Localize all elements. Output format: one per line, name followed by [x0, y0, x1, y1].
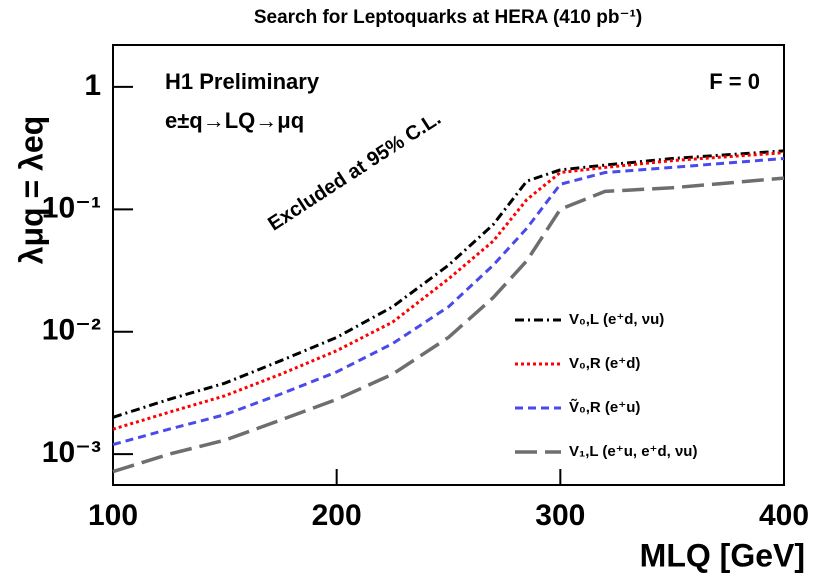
series-line: [112, 149, 785, 419]
legend-label: V₁,L (e⁺u, e⁺d, νu): [569, 443, 697, 460]
legend-label: V₀,R (e⁺d): [569, 355, 640, 372]
legend-label: Ṽ₀,R (e⁺u): [569, 398, 640, 416]
y-tick-label: 10⁻¹: [42, 191, 101, 224]
legend-label: V₀,L (e⁺d, νu): [569, 311, 664, 328]
series-line: [112, 157, 785, 446]
series-line: [112, 176, 785, 474]
y-axis-label: λμq = λeq: [13, 116, 49, 265]
y-tick-label: 10⁻²: [42, 314, 101, 347]
annotation: e±q→LQ→μq: [165, 108, 304, 133]
x-tick-label: 200: [312, 499, 362, 532]
y-tick-label: 1: [84, 69, 101, 102]
x-tick-label: 100: [88, 499, 138, 532]
series-line: [112, 151, 785, 431]
annotation: H1 Preliminary: [165, 69, 320, 94]
y-tick-label: 10⁻³: [42, 436, 101, 469]
annotation: F = 0: [709, 69, 760, 94]
plot-frame: [112, 44, 785, 486]
x-axis-label: MLQ [GeV]: [640, 537, 805, 573]
x-tick-label: 300: [535, 499, 585, 532]
chart-title: Search for Leptoquarks at HERA (410 pb⁻¹…: [254, 7, 642, 28]
x-tick-label: 400: [759, 499, 809, 532]
